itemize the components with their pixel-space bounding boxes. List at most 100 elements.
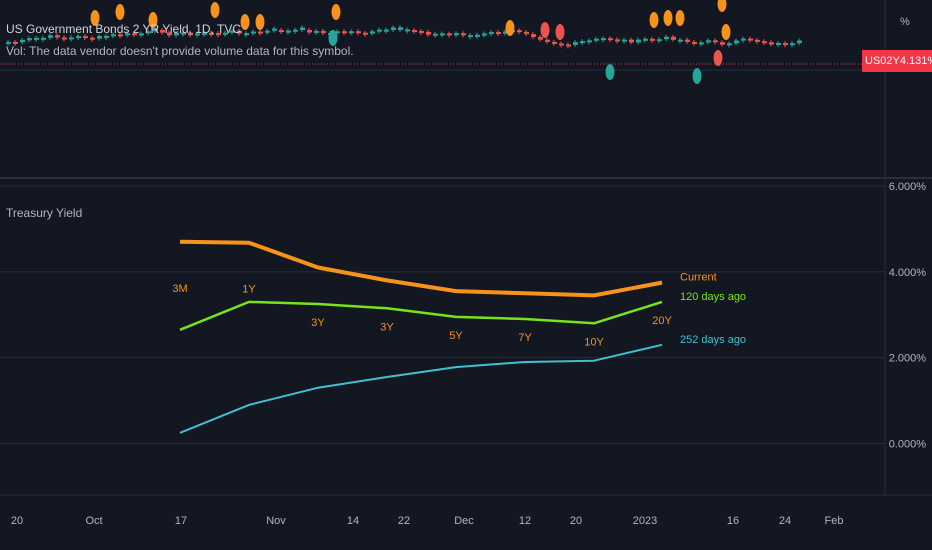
event-marker[interactable]	[210, 2, 220, 18]
candle-body	[335, 31, 340, 34]
price-pane	[0, 0, 885, 84]
candle-body	[496, 32, 501, 35]
candle-body	[111, 34, 116, 37]
candle-body	[517, 30, 522, 33]
time-axis-label: Feb	[825, 515, 844, 527]
time-axis-label: 24	[779, 515, 791, 527]
maturity-label: 3Y	[311, 317, 325, 329]
event-marker[interactable]	[605, 64, 615, 80]
y-tick-label: 2.000%	[889, 353, 927, 365]
event-marker[interactable]	[540, 22, 550, 38]
candle-body	[293, 29, 298, 32]
event-marker[interactable]	[505, 20, 515, 36]
candle-body	[69, 37, 74, 40]
series-line-0	[179, 239, 663, 298]
event-marker[interactable]	[692, 68, 702, 84]
candle-body	[566, 44, 571, 47]
candle-body	[419, 31, 424, 34]
candle-body	[321, 30, 326, 34]
event-marker[interactable]	[240, 14, 250, 30]
event-marker[interactable]	[713, 50, 723, 66]
candle-body	[258, 31, 263, 34]
candle-body	[27, 38, 32, 41]
maturity-label: 1Y	[242, 284, 256, 296]
candle-body	[580, 41, 585, 44]
time-axis-label: 20	[11, 515, 23, 527]
candle-body	[678, 39, 683, 42]
candle-body	[300, 27, 305, 30]
event-marker[interactable]	[649, 12, 659, 28]
candle-body	[384, 29, 389, 32]
candle-body	[6, 41, 11, 44]
candle-body	[545, 39, 550, 42]
candle-body	[202, 32, 207, 35]
time-axis: 20 Oct 17 Nov 14 22 Dec 12 20 2023 16 24 Feb	[11, 515, 844, 527]
candle-body	[160, 30, 165, 33]
candle-body	[552, 41, 557, 44]
candle-body	[20, 39, 25, 43]
event-marker[interactable]	[331, 4, 341, 20]
candle-body	[643, 38, 648, 41]
event-marker[interactable]	[148, 12, 158, 28]
candle-body	[188, 32, 193, 36]
candle-body	[559, 43, 564, 46]
candle-body	[237, 30, 242, 34]
time-axis-label: 12	[519, 515, 531, 527]
event-marker[interactable]	[90, 10, 100, 26]
event-marker[interactable]	[115, 4, 125, 20]
candle-body	[279, 30, 284, 32]
maturity-labels: 3M 1Y 3Y 3Y 5Y 7Y 10Y 20Y	[172, 283, 672, 349]
candle-body	[314, 30, 319, 33]
candle-body	[685, 39, 690, 42]
series-label-1: 120 days ago	[680, 291, 746, 303]
candle-body	[125, 33, 130, 36]
yield-grid	[0, 185, 885, 444]
series-line-2	[179, 343, 663, 434]
candle-body	[762, 41, 767, 44]
candle-body	[720, 42, 725, 45]
candle-body	[398, 27, 403, 30]
candle-body	[97, 36, 102, 39]
candle-body	[608, 38, 613, 41]
candle-body	[174, 33, 179, 36]
candle-body	[349, 31, 354, 34]
event-marker[interactable]	[717, 0, 727, 12]
event-marker[interactable]	[255, 14, 265, 30]
symbol-title[interactable]: US Government Bonds 2 YR Yield, 1D, TVC	[6, 22, 242, 36]
event-marker[interactable]	[555, 24, 565, 40]
candle-body	[209, 32, 214, 35]
y-tick-label: 6.000%	[889, 181, 927, 193]
candle-body	[356, 31, 361, 34]
candle-body	[727, 43, 732, 46]
event-marker[interactable]	[675, 10, 685, 26]
time-axis-label: Oct	[85, 515, 102, 527]
volume-note: Vol: The data vendor doesn't provide vol…	[6, 44, 354, 58]
candle-body	[104, 35, 109, 38]
candle-body	[587, 40, 592, 43]
candle-body	[622, 39, 627, 42]
candle-body	[538, 37, 543, 40]
candle-body	[769, 42, 774, 45]
indicator-title[interactable]: Treasury Yield	[6, 206, 83, 220]
percent-scale-label: %	[900, 16, 910, 28]
event-marker[interactable]	[328, 30, 338, 46]
candle-body	[741, 38, 746, 41]
candle-body	[139, 33, 144, 36]
candle-body	[594, 38, 599, 41]
candle-body	[426, 31, 431, 35]
candle-body	[433, 33, 438, 36]
candle-body	[244, 33, 249, 36]
event-marker[interactable]	[663, 10, 673, 26]
event-marker[interactable]	[721, 24, 731, 40]
candle-body	[783, 43, 788, 46]
candle-body	[223, 32, 228, 35]
maturity-label: 7Y	[518, 332, 532, 344]
candle-body	[370, 31, 375, 34]
candle-body	[153, 28, 158, 32]
badge-value: 4.131%	[899, 55, 932, 67]
candle-body	[489, 32, 494, 35]
candle-body	[216, 33, 221, 36]
candle-body	[748, 38, 753, 41]
candle-body	[195, 33, 200, 36]
